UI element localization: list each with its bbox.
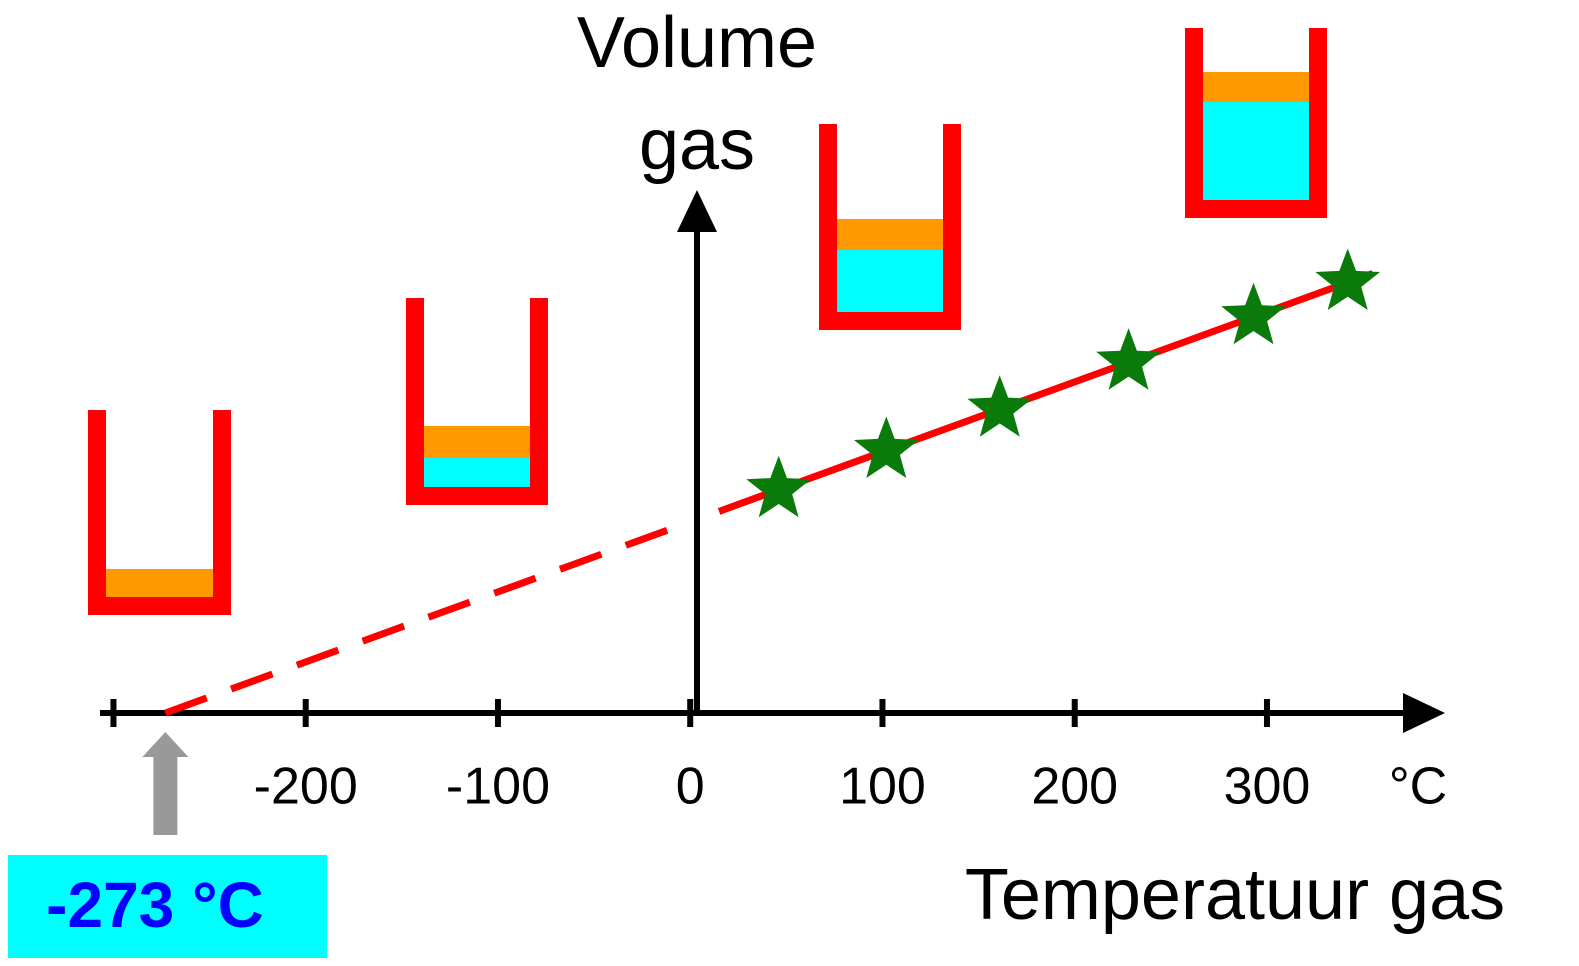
cylinder	[406, 298, 548, 505]
piston	[424, 426, 530, 458]
annotation-arrow	[142, 732, 189, 835]
data-point	[1096, 328, 1161, 390]
y-label: Volume	[577, 3, 817, 83]
piston	[1203, 72, 1309, 102]
data-point	[1315, 248, 1381, 310]
piston	[106, 569, 213, 600]
gas	[1203, 102, 1309, 203]
data-point	[967, 375, 1033, 437]
annotation-box	[8, 855, 327, 958]
x-tick-label: 300	[1224, 758, 1311, 816]
x-tick-label: 0	[676, 758, 705, 816]
data-point	[1221, 282, 1286, 345]
data-point	[746, 455, 811, 518]
x-unit: °C	[1389, 758, 1447, 816]
x-tick-label: -200	[254, 758, 358, 816]
x-tick-label: 100	[839, 758, 926, 816]
x-tick-label: -100	[446, 758, 550, 816]
annotation: -273 °C	[46, 869, 264, 941]
cylinders	[88, 28, 1327, 615]
y-axis-arrow	[677, 190, 717, 232]
cylinder	[1185, 28, 1327, 218]
x-axis-arrow	[1403, 693, 1445, 733]
x-tick-label: 200	[1031, 758, 1118, 816]
gas	[837, 250, 943, 314]
fit-line-dashed	[164, 522, 682, 717]
data-point	[854, 416, 919, 478]
gas	[424, 458, 530, 489]
y-label: gas	[639, 105, 755, 185]
piston	[837, 219, 943, 250]
cylinder	[88, 410, 231, 615]
x-label: Temperatuur gas	[965, 855, 1505, 935]
cylinder	[819, 124, 961, 330]
